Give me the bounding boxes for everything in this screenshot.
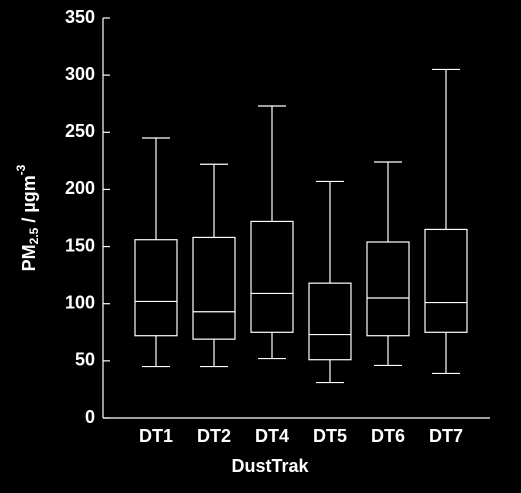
y-tick-label: 200 <box>65 178 95 198</box>
y-label-unit: / µgm <box>19 175 39 227</box>
x-tick-label: DT1 <box>139 426 173 446</box>
x-tick-label: DT6 <box>371 426 405 446</box>
y-tick-label: 0 <box>85 407 95 427</box>
y-tick-label: 150 <box>65 235 95 255</box>
box <box>192 236 236 340</box>
x-tick-label: DT2 <box>197 426 231 446</box>
x-axis-label: DustTrak <box>231 456 309 476</box>
x-tick-label: DT7 <box>429 426 463 446</box>
box <box>366 241 410 337</box>
y-axis-label: PM2.5 / µgm-3 <box>14 164 41 271</box>
y-label-main: PM <box>19 244 39 271</box>
box <box>250 220 294 333</box>
x-tick-label: DT4 <box>255 426 289 446</box>
box <box>308 282 352 361</box>
y-tick-label: 250 <box>65 121 95 141</box>
y-tick-label: 300 <box>65 64 95 84</box>
x-tick-label: DT5 <box>313 426 347 446</box>
box <box>424 228 468 333</box>
y-tick-label: 100 <box>65 292 95 312</box>
y-tick-label: 50 <box>75 350 95 370</box>
box <box>134 239 178 337</box>
y-label-sub: 2.5 <box>27 227 41 244</box>
y-label-sup: -3 <box>14 164 28 175</box>
y-tick-label: 350 <box>65 7 95 27</box>
